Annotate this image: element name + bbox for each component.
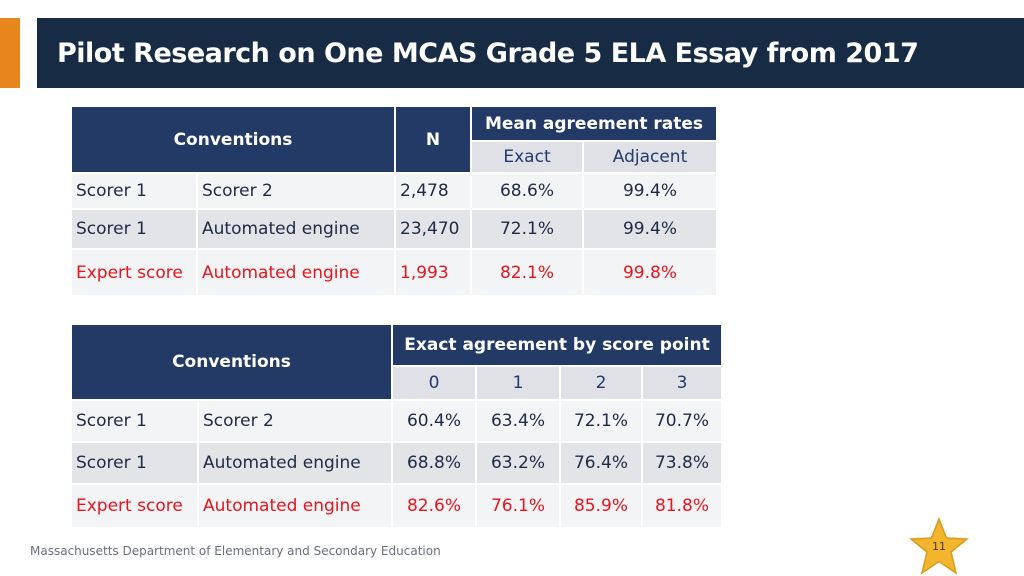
score-point-2: 2 bbox=[561, 367, 641, 399]
cell-point-3: 70.7% bbox=[643, 401, 721, 441]
table-row: Scorer 1 Scorer 2 60.4% 63.4% 72.1% 70.7… bbox=[72, 401, 721, 441]
conventions-header: Conventions bbox=[72, 107, 394, 172]
cell-rater-a: Scorer 1 bbox=[72, 443, 197, 483]
cell-point-3: 73.8% bbox=[643, 443, 721, 483]
table-row: Expert score Automated engine 82.6% 76.1… bbox=[72, 485, 721, 527]
n-header: N bbox=[396, 107, 470, 172]
cell-rater-a: Scorer 1 bbox=[72, 210, 196, 248]
cell-rater-a: Expert score bbox=[72, 485, 197, 527]
page-title: Pilot Research on One MCAS Grade 5 ELA E… bbox=[57, 37, 919, 69]
accent-bar bbox=[0, 18, 20, 88]
conventions-header: Conventions bbox=[72, 325, 391, 399]
cell-exact: 72.1% bbox=[472, 210, 582, 248]
cell-rater-b: Scorer 2 bbox=[198, 174, 394, 208]
cell-n: 2,478 bbox=[396, 174, 470, 208]
cell-exact: 82.1% bbox=[472, 250, 582, 295]
score-point-1: 1 bbox=[477, 367, 559, 399]
cell-adjacent: 99.8% bbox=[584, 250, 716, 295]
score-point-0: 0 bbox=[393, 367, 475, 399]
mean-agreement-table: Conventions N Mean agreement rates Exact… bbox=[70, 105, 718, 297]
score-point-3: 3 bbox=[643, 367, 721, 399]
table-row: Scorer 1 Automated engine 68.8% 63.2% 76… bbox=[72, 443, 721, 483]
cell-rater-b: Automated engine bbox=[198, 210, 394, 248]
cell-n: 23,470 bbox=[396, 210, 470, 248]
cell-exact: 68.6% bbox=[472, 174, 582, 208]
cell-rater-a: Expert score bbox=[72, 250, 196, 295]
cell-rater-a: Scorer 1 bbox=[72, 174, 196, 208]
cell-rater-b: Automated engine bbox=[198, 250, 394, 295]
cell-rater-a: Scorer 1 bbox=[72, 401, 197, 441]
adjacent-subheader: Adjacent bbox=[584, 142, 716, 172]
cell-point-2: 76.4% bbox=[561, 443, 641, 483]
cell-adjacent: 99.4% bbox=[584, 174, 716, 208]
mean-agreement-header: Mean agreement rates bbox=[472, 107, 716, 140]
exact-by-score-point-header: Exact agreement by score point bbox=[393, 325, 721, 365]
cell-adjacent: 99.4% bbox=[584, 210, 716, 248]
cell-point-1: 76.1% bbox=[477, 485, 559, 527]
cell-point-0: 60.4% bbox=[393, 401, 475, 441]
cell-point-0: 82.6% bbox=[393, 485, 475, 527]
score-point-agreement-table: Conventions Exact agreement by score poi… bbox=[70, 323, 723, 529]
title-bar: Pilot Research on One MCAS Grade 5 ELA E… bbox=[37, 18, 1024, 88]
cell-rater-b: Automated engine bbox=[199, 485, 391, 527]
cell-rater-b: Scorer 2 bbox=[199, 401, 391, 441]
table-row: Scorer 1 Scorer 2 2,478 68.6% 99.4% bbox=[72, 174, 716, 208]
cell-point-0: 68.8% bbox=[393, 443, 475, 483]
cell-point-1: 63.4% bbox=[477, 401, 559, 441]
cell-point-1: 63.2% bbox=[477, 443, 559, 483]
footer-text: Massachusetts Department of Elementary a… bbox=[30, 544, 441, 558]
cell-point-3: 81.8% bbox=[643, 485, 721, 527]
exact-subheader: Exact bbox=[472, 142, 582, 172]
cell-rater-b: Automated engine bbox=[199, 443, 391, 483]
cell-point-2: 85.9% bbox=[561, 485, 641, 527]
table-row: Expert score Automated engine 1,993 82.1… bbox=[72, 250, 716, 295]
star-icon bbox=[909, 517, 969, 575]
cell-point-2: 72.1% bbox=[561, 401, 641, 441]
page-number: 11 bbox=[932, 540, 946, 553]
cell-n: 1,993 bbox=[396, 250, 470, 295]
table-row: Scorer 1 Automated engine 23,470 72.1% 9… bbox=[72, 210, 716, 248]
